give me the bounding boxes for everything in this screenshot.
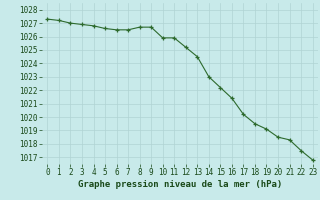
X-axis label: Graphe pression niveau de la mer (hPa): Graphe pression niveau de la mer (hPa) (78, 180, 282, 189)
